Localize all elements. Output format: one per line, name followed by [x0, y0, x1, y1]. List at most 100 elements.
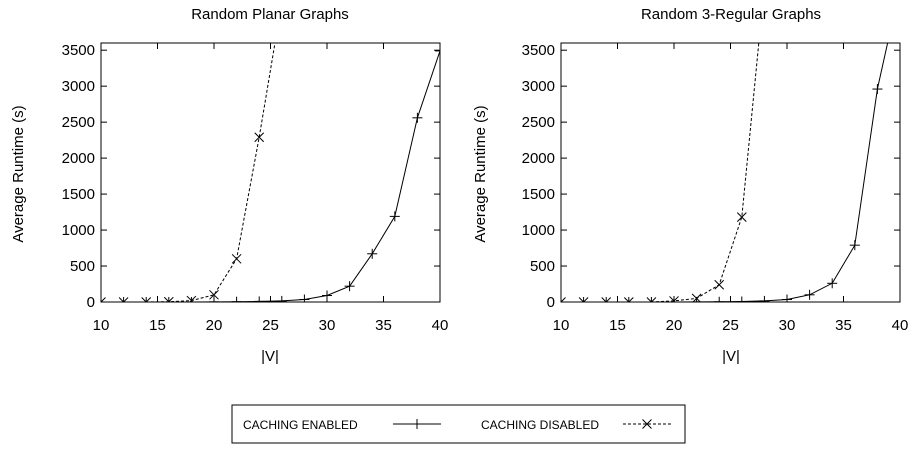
chart-panel-planar: Random Planar Graphs Average Runtime (s)… — [10, 6, 349, 365]
marker-stroke — [650, 297, 657, 302]
x-tick-label: 15 — [149, 317, 166, 334]
legend-samples — [393, 419, 671, 429]
plus-marker — [435, 45, 440, 56]
y-tick-label: 3500 — [62, 42, 95, 59]
marker-stroke — [118, 297, 125, 302]
plot-frame — [560, 42, 901, 303]
plus-marker — [367, 248, 378, 259]
plus-marker — [254, 296, 265, 302]
y-tick-label: 0 — [87, 294, 95, 311]
x-marker — [118, 297, 129, 302]
x-tick-label: 40 — [892, 317, 909, 334]
plot-area-1: 0 500 1000 1500 2000 2500 3000 3500 10 15 20 25 30 35… — [62, 42, 449, 334]
marker-stroke — [145, 297, 152, 302]
marker-stroke — [254, 132, 265, 143]
marker-stroke — [714, 279, 725, 290]
x-marker — [186, 295, 197, 302]
marker-stroke — [646, 297, 653, 302]
plus-marker — [163, 297, 174, 302]
series-line — [101, 50, 440, 302]
x-tick-label: 15 — [609, 317, 626, 334]
y-tick-label: 2500 — [62, 114, 95, 131]
y-tick-label: 2500 — [522, 114, 555, 131]
plus-marker — [412, 419, 422, 429]
chart-title: Random 3-Regular Graphs — [641, 6, 821, 23]
series-line — [561, 43, 760, 302]
series-caching-disabled — [561, 43, 760, 302]
plus-marker — [849, 240, 860, 251]
marker-stroke — [561, 297, 566, 302]
plus-marker — [578, 297, 589, 302]
marker-stroke — [578, 297, 585, 302]
marker-stroke — [582, 297, 589, 302]
marker-stroke — [628, 297, 634, 302]
marker-stroke — [189, 295, 197, 302]
x-marker — [623, 297, 634, 302]
series-line — [101, 43, 276, 302]
y-tick-label: 0 — [547, 294, 555, 311]
plus-marker — [186, 297, 197, 302]
plus-marker — [389, 211, 400, 222]
y-tick-label: 1000 — [62, 222, 95, 239]
y-tick-label: 3000 — [522, 78, 555, 95]
marker-stroke — [122, 297, 129, 302]
x-marker — [642, 419, 652, 429]
x-marker — [231, 253, 242, 264]
marker-stroke — [623, 297, 630, 302]
x-tick-label: 10 — [93, 317, 110, 334]
x-axis-label: |V| — [261, 348, 279, 365]
x-marker — [691, 293, 702, 302]
plot-frame — [100, 42, 441, 303]
marker-stroke — [692, 293, 702, 302]
y-tick-label: 1500 — [522, 186, 555, 203]
marker-stroke — [601, 297, 607, 302]
y-tick-label: 1000 — [522, 222, 555, 239]
x-tick-label: 10 — [553, 317, 570, 334]
x-tick-label: 35 — [375, 317, 392, 334]
plus-marker — [827, 278, 838, 289]
plus-marker — [344, 281, 355, 292]
x-marker — [714, 279, 725, 290]
x-marker — [601, 297, 612, 302]
y-tick-label: 2000 — [522, 150, 555, 167]
x-marker — [646, 297, 657, 302]
plus-marker — [736, 296, 747, 302]
plus-marker — [141, 297, 152, 302]
plus-marker — [601, 297, 612, 302]
legend-label-disabled: CACHING DISABLED — [481, 418, 599, 432]
legend-label-enabled: CACHING ENABLED — [243, 418, 358, 432]
x-tick-label: 20 — [206, 317, 223, 334]
x-marker — [254, 132, 265, 143]
plus-marker — [623, 297, 634, 302]
chart-panel-3-regular: Random 3-Regular Graphs Average Runtime … — [472, 6, 821, 365]
marker-stroke — [605, 297, 612, 302]
x-tick-label: 30 — [779, 317, 796, 334]
y-tick-label: 500 — [530, 258, 555, 275]
y-tick-label: 2000 — [62, 150, 95, 167]
marker-stroke — [231, 253, 242, 264]
series-caching-enabled — [101, 45, 440, 302]
marker-stroke — [209, 289, 219, 300]
x-marker — [736, 212, 747, 222]
y-tick-label: 3500 — [522, 42, 555, 59]
legend-box — [231, 404, 686, 444]
plus-marker — [804, 289, 815, 300]
chart-title: Random Planar Graphs — [191, 6, 349, 23]
x-tick-label: 30 — [319, 317, 336, 334]
x-tick-label: 25 — [262, 317, 279, 334]
x-tick-label: 25 — [722, 317, 739, 334]
x-tick-label: 40 — [432, 317, 449, 334]
legend: CACHING ENABLED CACHING DISABLED — [231, 404, 686, 444]
marker-stroke — [736, 212, 747, 222]
marker-stroke — [101, 297, 106, 302]
marker-stroke — [642, 419, 652, 429]
y-axis-label: Average Runtime (s) — [472, 105, 489, 242]
plus-marker — [759, 295, 770, 302]
plus-marker — [646, 297, 657, 302]
plot-area-2: 0 500 1000 1500 2000 2500 3000 3500 10 15 20 25 30 35… — [522, 42, 909, 334]
series-caching-enabled — [561, 43, 889, 302]
x-tick-label: 20 — [666, 317, 683, 334]
x-tick-label: 35 — [835, 317, 852, 334]
